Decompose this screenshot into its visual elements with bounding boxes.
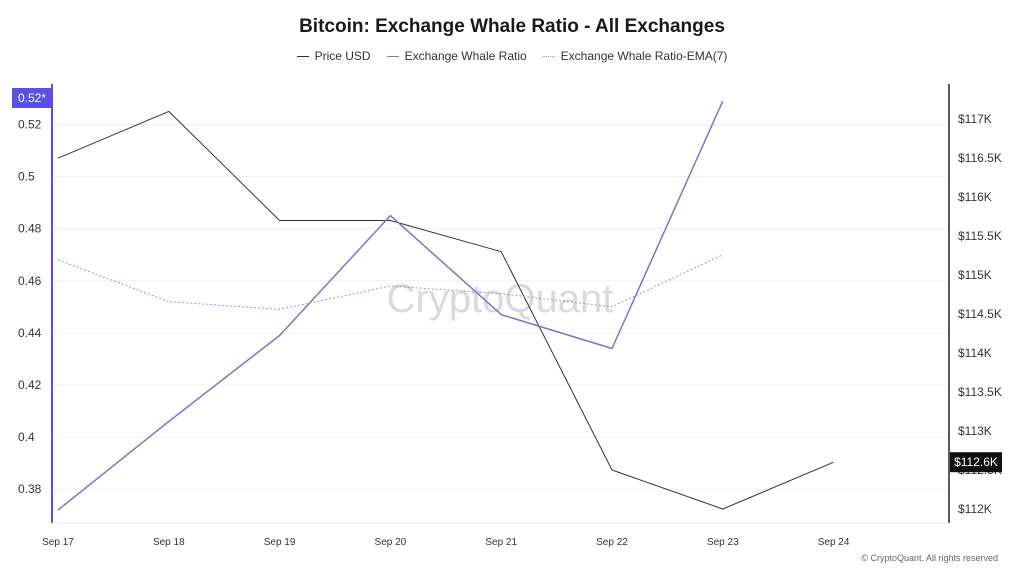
copyright-footer: © CryptoQuant. All rights reserved [861, 553, 998, 563]
x-tick-label: Sep 20 [375, 537, 407, 548]
y-left-tick-label: 0.38 [18, 482, 42, 496]
legend-item-ema[interactable]: Exchange Whale Ratio-EMA(7) [542, 49, 728, 63]
y-left-tick-label: 0.52 [18, 117, 42, 131]
y-right-tick-label: $112K [958, 502, 992, 516]
y-right-tick-label: $114.5K [958, 307, 1002, 321]
y-right-tick-label: $113K [958, 424, 992, 438]
left-axis-badge [12, 88, 52, 108]
x-tick-label: Sep 24 [818, 537, 850, 548]
price-line [57, 110, 834, 510]
right-axis-badge [950, 452, 1002, 473]
left-axis-badge-label: 0.52* [18, 91, 46, 105]
y-right-tick-label: $115K [958, 268, 992, 282]
y-right-tick-label: $115.5K [958, 229, 1002, 243]
x-tick-label: Sep 18 [153, 537, 185, 548]
chart-legend: Price USD Exchange Whale Ratio Exchange … [0, 49, 1024, 63]
x-tick-label: Sep 19 [264, 537, 296, 548]
y-right-tick-label: $113.5K [958, 385, 1002, 399]
legend-label-ratio: Exchange Whale Ratio [404, 49, 527, 63]
y-right-tick-label: $114K [958, 346, 992, 360]
y-left-tick-label: 0.5 [18, 170, 35, 184]
right-axis-badge-label: $112.6K [954, 455, 998, 469]
y-left-tick-label: 0.44 [18, 326, 42, 340]
y-left-tick-label: 0.48 [18, 222, 42, 236]
y-right-tick-label: $116.5K [958, 151, 1002, 165]
y-left-tick-label: 0.4 [18, 430, 35, 444]
legend-item-ratio[interactable]: Exchange Whale Ratio [386, 49, 527, 63]
chart-title: Bitcoin: Exchange Whale Ratio - All Exch… [299, 16, 725, 37]
legend-label-price: Price USD [314, 49, 371, 63]
x-tick-label: Sep 21 [485, 537, 517, 548]
y-left-tick-label: 0.46 [18, 274, 42, 288]
legend-swatch-ratio [386, 55, 399, 57]
y-left-tick-label: 0.42 [18, 378, 42, 392]
whale-ratio-ema-line [57, 254, 724, 310]
y-right-tick-label: $116K [958, 190, 992, 204]
legend-item-price[interactable]: Price USD [296, 49, 371, 63]
x-tick-label: Sep 23 [707, 537, 739, 548]
x-tick-label: Sep 22 [596, 537, 628, 548]
legend-label-ema: Exchange Whale Ratio-EMA(7) [560, 49, 728, 63]
y-right-tick-label: $117K [958, 112, 992, 126]
legend-swatch-ema [542, 55, 555, 57]
x-tick-label: Sep 17 [42, 537, 74, 548]
whale-ratio-line [57, 100, 724, 511]
legend-swatch-price [296, 55, 309, 57]
